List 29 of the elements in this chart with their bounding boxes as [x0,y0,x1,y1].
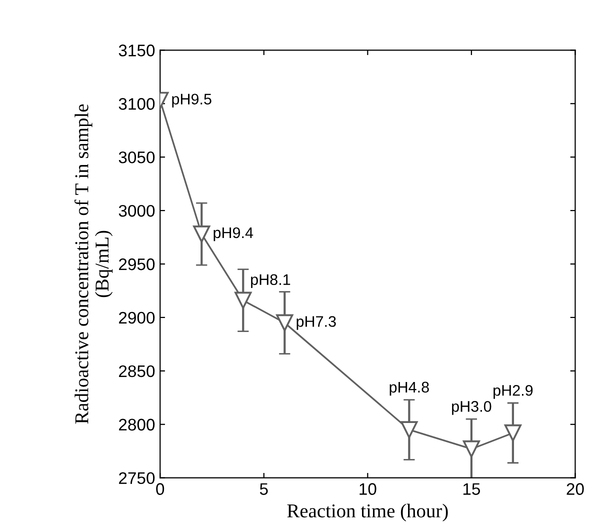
data-label: pH3.0 [452,401,492,415]
y-tick-label: 2950 [119,258,155,270]
y-axis-title: Radioactive concentration of T in sample (Bq/mL) [74,104,113,424]
data-label: pH2.9 [494,384,533,399]
point [234,292,252,309]
y-tick-label: 2850 [119,365,155,378]
data-label: pH7.3 [296,316,336,330]
x-tick-label: 10 [360,483,376,495]
data-label: pH4.8 [390,382,429,396]
x-tick-label: 20 [566,483,584,495]
x-tick-label: 5 [260,483,268,495]
point [276,314,294,332]
point [400,421,418,438]
x-tick-label: 15 [463,483,480,495]
data-label: pH9.5 [172,94,212,108]
y-tick-label: 3050 [118,151,155,164]
y-tick-label: 2750 [119,472,155,484]
y-tick-label: 3000 [118,204,155,217]
x-axis-title: Reaction time (hour) [287,504,448,522]
data-label: pH8.1 [251,274,290,288]
y-tick-label: 3100 [118,98,155,110]
x-tick-label: 0 [156,483,164,495]
point [193,226,210,243]
y-tick-label: 2900 [119,312,155,324]
y-tick-label: 3150 [118,44,155,56]
point [504,424,522,442]
data-label: pH9.4 [214,227,254,242]
y-tick-label: 2800 [119,418,155,431]
point [462,440,480,458]
